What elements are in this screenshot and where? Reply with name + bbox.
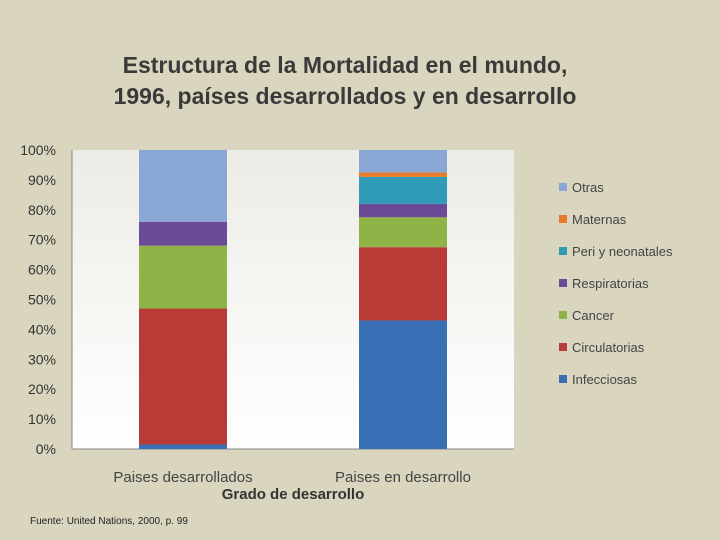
legend-label: Circulatorias (572, 340, 645, 355)
legend-swatch (559, 215, 567, 223)
plot-area (72, 150, 514, 449)
bar-segment (359, 150, 447, 173)
legend-label: Cancer (572, 308, 615, 323)
y-tick-label: 20% (28, 381, 56, 397)
source-note: Fuente: United Nations, 2000, p. 99 (30, 516, 188, 527)
legend-label: Maternas (572, 212, 627, 227)
legend-swatch (559, 247, 567, 255)
chart-title: Estructura de la Mortalidad en el mundo,… (113, 52, 577, 109)
bar-segment (359, 203, 447, 218)
bar-segment (359, 247, 447, 321)
legend-label: Infecciosas (572, 372, 638, 387)
bar-segment (359, 172, 447, 177)
x-category-label: Paises desarrollados (113, 469, 252, 486)
y-tick-label: 70% (28, 232, 56, 248)
legend-swatch (559, 311, 567, 319)
bar-segment (139, 444, 227, 449)
bar-segment (359, 217, 447, 248)
legend-label: Peri y neonatales (572, 244, 673, 259)
y-tick-label: 40% (28, 321, 56, 337)
legend-swatch (559, 375, 567, 383)
y-tick-label: 30% (28, 351, 56, 367)
y-tick-label: 60% (28, 262, 56, 278)
y-tick-label: 50% (28, 292, 56, 308)
legend-swatch (559, 279, 567, 287)
legend-swatch (559, 183, 567, 191)
legend-label: Respiratorias (572, 276, 649, 291)
y-tick-label: 80% (28, 202, 56, 218)
y-tick-label: 10% (28, 411, 56, 427)
bar-segment (359, 320, 447, 449)
bar-segment (139, 308, 227, 445)
y-tick-label: 90% (28, 172, 56, 188)
bar-segment (139, 245, 227, 309)
legend-swatch (559, 343, 567, 351)
y-tick-label: 0% (36, 441, 56, 457)
legend-label: Otras (572, 180, 604, 195)
bar-segment (139, 221, 227, 246)
bar-segment (139, 150, 227, 222)
x-axis-title: Grado de desarrollo (222, 486, 365, 503)
bar-segment (359, 176, 447, 204)
x-category-label: Paises en desarrollo (335, 469, 471, 486)
y-tick-label: 100% (20, 142, 56, 158)
